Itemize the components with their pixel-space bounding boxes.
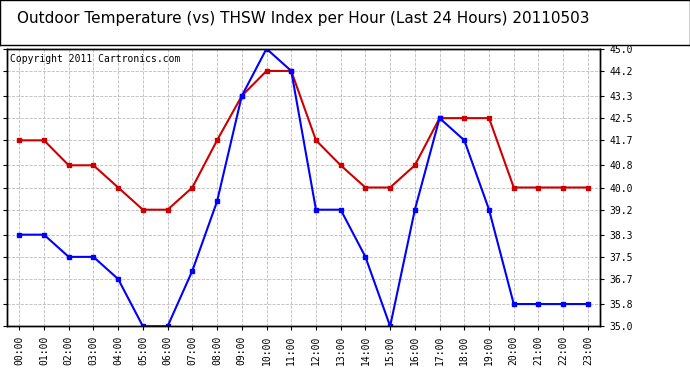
Text: Outdoor Temperature (vs) THSW Index per Hour (Last 24 Hours) 20110503: Outdoor Temperature (vs) THSW Index per … [17, 11, 590, 26]
Text: Copyright 2011 Cartronics.com: Copyright 2011 Cartronics.com [10, 54, 180, 64]
